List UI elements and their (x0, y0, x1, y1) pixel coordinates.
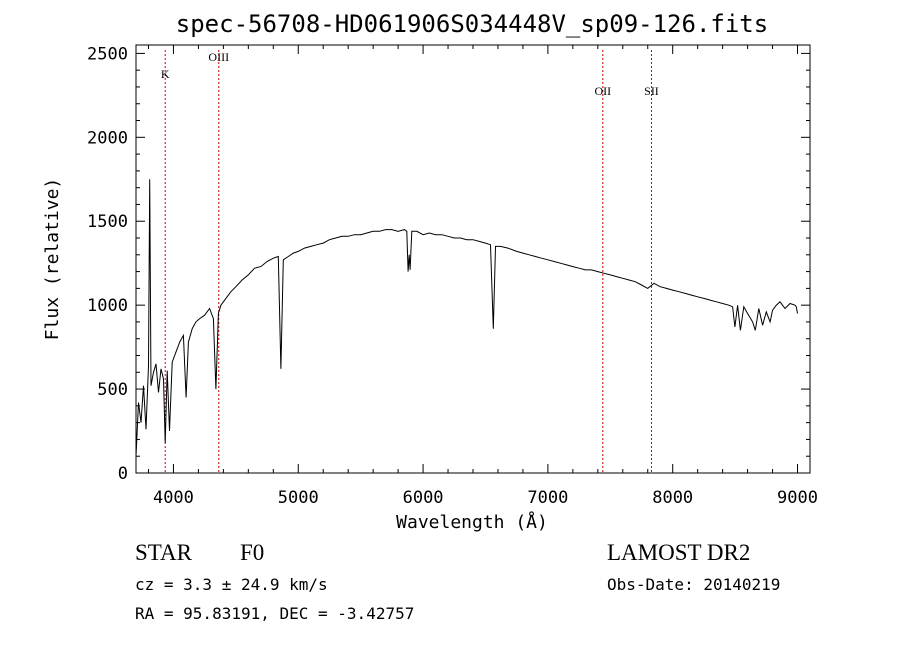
y-tick-label: 1000 (87, 296, 128, 316)
observation-date: Obs-Date: 20140219 (607, 575, 780, 594)
x-axis-ticks: 4000 5000 6000 7000 8000 9000 (147, 45, 818, 508)
plot-frame (135, 44, 811, 474)
marker-label-sii: SII (644, 84, 659, 98)
chart-title: spec-56708-HD061906S034448V_sp09-126.fit… (176, 10, 768, 38)
x-tick-label: 6000 (403, 488, 444, 508)
y-tick-label: 2000 (87, 128, 128, 148)
spectrum-line (135, 179, 798, 457)
x-tick-label: 9000 (777, 488, 818, 508)
marker-label-oii: OII (594, 84, 611, 98)
x-tick-label: 4000 (153, 488, 194, 508)
y-tick-label: 1500 (87, 212, 128, 232)
y-axis-ticks: 0 500 1000 1500 2000 2500 (87, 44, 810, 484)
x-tick-label: 7000 (527, 488, 568, 508)
x-axis-label: Wavelength (Å) (396, 511, 548, 533)
y-tick-label: 500 (97, 380, 128, 400)
coordinates-readout: RA = 95.83191, DEC = -3.42757 (135, 604, 414, 623)
redshift-readout: cz = 3.3 ± 24.9 km/s (135, 575, 328, 594)
y-tick-label: 0 (118, 464, 128, 484)
line-markers: K OIII OII SII (161, 50, 659, 473)
y-axis-label: Flux (relative) (42, 178, 63, 341)
marker-label-k: K (161, 67, 170, 81)
x-tick-label: 5000 (278, 488, 319, 508)
y-tick-label: 2500 (87, 44, 128, 64)
object-subclass: F0 (240, 540, 264, 565)
x-tick-label: 8000 (652, 488, 693, 508)
survey-name: LAMOST DR2 (607, 540, 750, 565)
object-class: STAR (135, 540, 193, 565)
marker-label-oiii: OIII (208, 50, 229, 64)
